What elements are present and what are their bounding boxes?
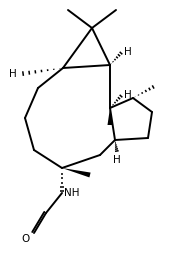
Text: H: H (124, 47, 132, 57)
Text: NH: NH (64, 188, 80, 198)
Text: O: O (22, 234, 30, 244)
Text: H: H (113, 155, 121, 165)
Polygon shape (108, 108, 112, 125)
Text: H: H (9, 69, 17, 79)
Polygon shape (62, 168, 91, 177)
Text: H: H (124, 90, 132, 100)
